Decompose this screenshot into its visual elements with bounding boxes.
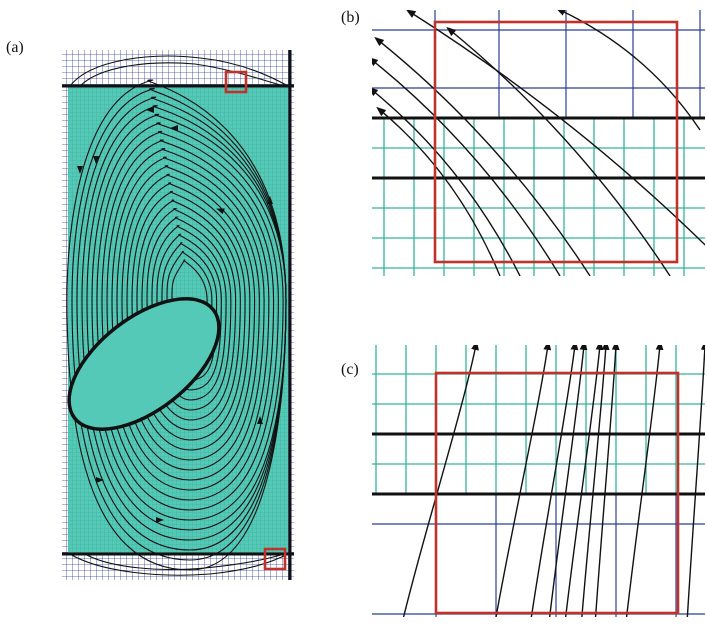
panel-b-label: (b) <box>341 9 360 26</box>
panel-b-streamline <box>376 106 501 276</box>
panel-a-streamline <box>131 190 246 441</box>
panel-b-streamline <box>555 10 701 131</box>
panel-a-zoom-box-top <box>224 70 248 94</box>
panel-b: (b) <box>341 9 705 276</box>
panel-a-bottom-refined-mesh <box>62 554 294 580</box>
panel-a-streamline <box>106 148 270 491</box>
panel-a: (a) <box>6 39 294 580</box>
panel-a-flow-arrow <box>77 166 83 174</box>
panel-b-mesh <box>372 10 705 276</box>
panel-b-streamline <box>374 36 591 276</box>
panel-b-streamline <box>372 86 521 276</box>
panel-c-streamline <box>625 345 664 617</box>
panel-a-elliptical-particle <box>67 297 221 431</box>
panel-c-streamline <box>686 345 705 617</box>
panel-a-streamline <box>91 122 284 521</box>
panel-a-streamline <box>156 233 222 391</box>
panel-b-streamline <box>405 10 705 246</box>
panel-c-streamline <box>402 345 479 617</box>
panel-a-flow-arrow <box>96 477 104 483</box>
panel-c-streamline <box>495 345 552 617</box>
panel-a-streamline <box>116 165 260 471</box>
panel-a-streamline <box>146 216 232 411</box>
panel-c: (c) <box>341 345 705 617</box>
panel-a-streamline <box>141 208 237 421</box>
panel-a-flow-arrow <box>156 517 164 523</box>
panel-a-flow-arrow <box>93 156 99 164</box>
panel-a-streamline <box>71 88 287 561</box>
panel-c-streamline <box>594 345 620 617</box>
panel-a-flow-arrow <box>146 107 154 113</box>
panel-c-streamline <box>530 345 579 617</box>
panel-a-zoom-box-bottom <box>263 547 287 571</box>
panel-a-streamline <box>81 105 287 541</box>
panel-a-flow-arrow <box>257 416 263 424</box>
panel-b-zoom-box <box>433 20 679 264</box>
panel-a-streamline <box>66 79 287 571</box>
panel-c-streamlines <box>402 345 705 617</box>
panel-a-streamline <box>76 96 287 551</box>
panel-a-streamline <box>121 173 256 461</box>
panel-c-label: (c) <box>341 361 359 378</box>
panel-a-streamline <box>96 130 279 511</box>
panel-a-flow-arrow <box>267 196 273 204</box>
panel-a-label: (a) <box>6 39 24 56</box>
panel-a-streamline <box>161 242 218 381</box>
panel-a-flow-arrow <box>216 208 225 215</box>
panel-c-streamline <box>548 345 588 617</box>
panel-a-streamline <box>136 199 241 431</box>
panel-a-streamline <box>101 139 275 501</box>
panel-b-streamlines <box>372 10 705 276</box>
panel-a-streamline <box>86 113 287 531</box>
panel-c-zoom-box <box>434 371 680 615</box>
panel-a-streamline <box>126 182 251 451</box>
panel-b-streamline <box>372 56 561 276</box>
panel-c-streamline <box>581 345 610 617</box>
panel-a-flow-arrow <box>170 125 178 131</box>
panel-a-streamline <box>151 225 227 401</box>
panel-a-streamline <box>111 156 265 481</box>
panel-b-streamline <box>446 26 671 276</box>
panel-c-streamline <box>564 345 604 617</box>
